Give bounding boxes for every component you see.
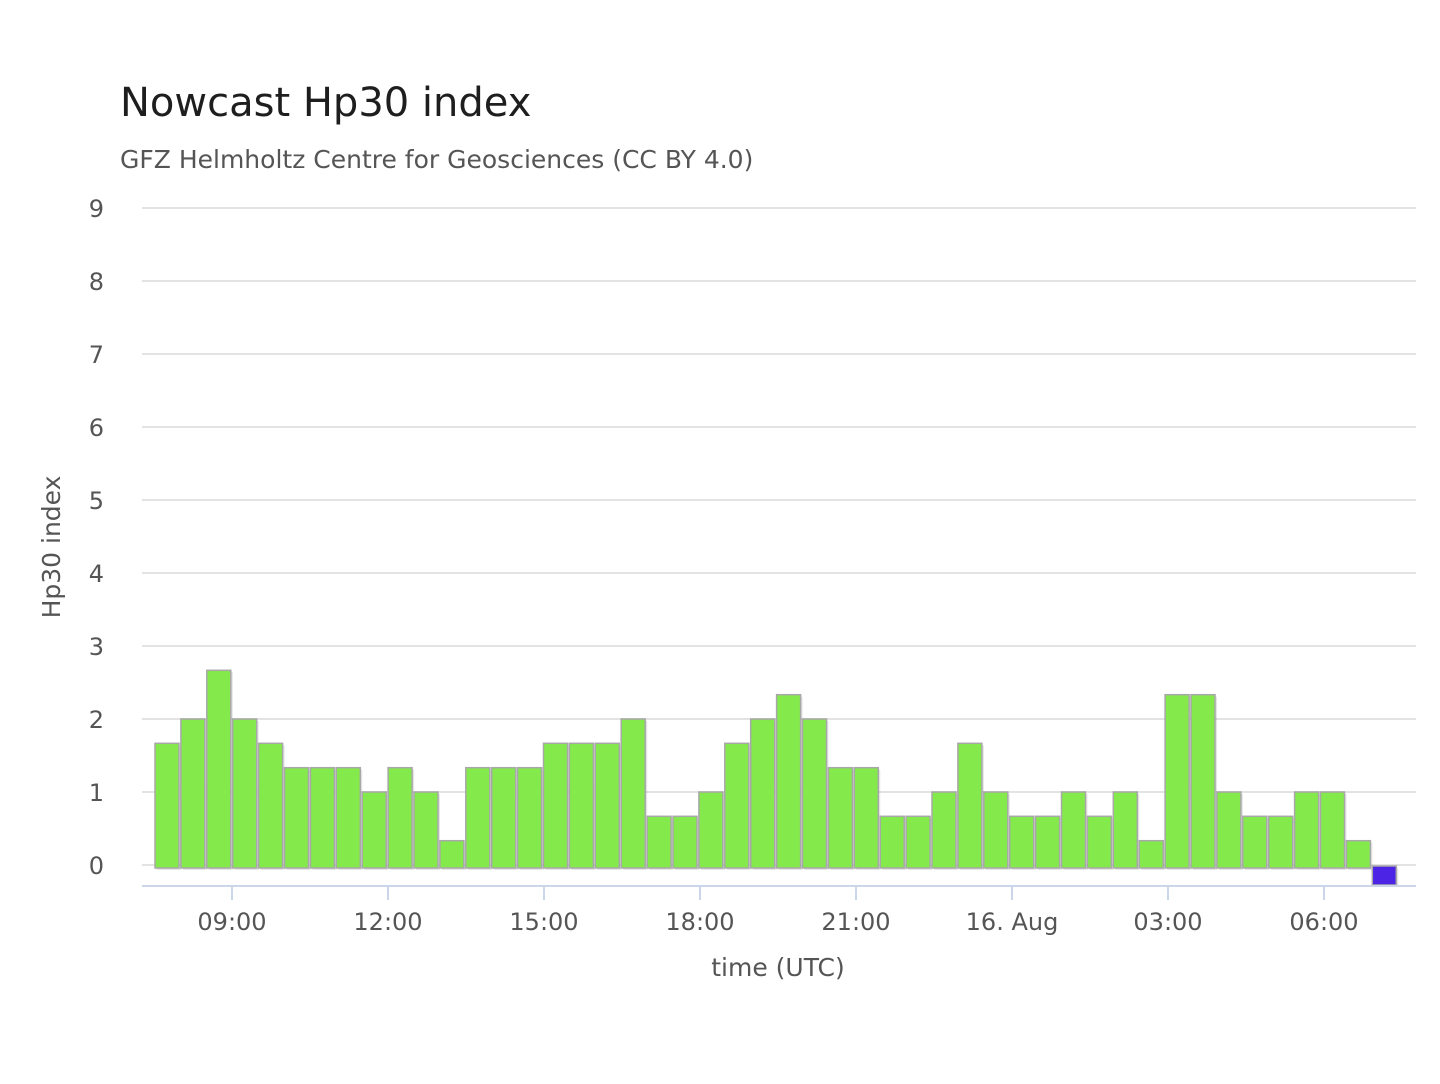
y-tick-label-1: 1 [89, 779, 104, 807]
bar-41 [1216, 791, 1242, 869]
bar-47 [1371, 865, 1398, 886]
bar-39 [1164, 693, 1190, 869]
x-tick-label-0: 09:00 [197, 908, 266, 936]
bar-23 [749, 718, 776, 869]
x-axis-title: time (UTC) [711, 953, 845, 982]
bar-5 [283, 766, 310, 869]
y-tick-label-0: 0 [89, 852, 104, 880]
bar-2 [206, 669, 232, 869]
bar-31 [957, 742, 983, 869]
y-axis-ticks: 0 1 2 3 4 5 6 7 8 9 [89, 195, 104, 880]
bar-24 [775, 693, 802, 869]
bar-22 [724, 742, 750, 869]
bar-29 [905, 815, 931, 869]
bar-16 [568, 742, 595, 869]
bar-18 [620, 718, 646, 869]
bar-12 [465, 766, 491, 869]
bar-40 [1190, 693, 1216, 869]
bar-33 [1008, 815, 1035, 869]
bar-3 [231, 718, 258, 869]
x-tick-label-2: 15:00 [509, 908, 578, 936]
bar-0 [154, 742, 180, 869]
chart-title: Nowcast Hp30 index [120, 80, 531, 126]
y-tick-label-8: 8 [89, 268, 104, 296]
x-tick-label-5: 16. Aug [966, 908, 1059, 936]
x-tick-label-4: 21:00 [821, 908, 890, 936]
bar-25 [801, 718, 828, 869]
y-axis-title: Hp30 index [37, 476, 66, 619]
bar-46 [1345, 839, 1372, 869]
y-tick-label-6: 6 [89, 414, 104, 442]
bars [154, 669, 1399, 887]
bar-36 [1086, 815, 1113, 869]
y-tick-label-9: 9 [89, 195, 104, 223]
bar-28 [879, 815, 905, 869]
bar-9 [387, 766, 413, 869]
bar-35 [1060, 791, 1087, 869]
bar-14 [516, 766, 543, 869]
bar-4 [257, 742, 284, 869]
bar-7 [335, 766, 362, 869]
bar-21 [698, 791, 724, 869]
chart-subtitle: GFZ Helmholtz Centre for Geosciences (CC… [120, 145, 753, 174]
y-tick-label-5: 5 [89, 487, 104, 515]
bar-13 [490, 766, 517, 869]
y-tick-label-4: 4 [89, 560, 104, 588]
x-tick-label-1: 12:00 [353, 908, 422, 936]
x-axis: 09:00 12:00 15:00 18:00 21:00 16. Aug 03:00 06:… [142, 885, 1416, 936]
y-tick-label-7: 7 [89, 341, 104, 369]
bar-42 [1242, 815, 1268, 869]
y-tick-label-3: 3 [89, 633, 104, 661]
bar-43 [1267, 815, 1294, 869]
x-tick-label-6: 03:00 [1133, 908, 1202, 936]
bar-10 [413, 791, 439, 869]
bar-30 [931, 791, 957, 869]
bar-15 [542, 742, 569, 869]
bar-8 [361, 791, 387, 869]
bar-26 [827, 766, 854, 869]
bar-45 [1319, 791, 1346, 869]
bar-27 [853, 766, 880, 869]
bar-37 [1112, 791, 1139, 869]
bar-1 [180, 718, 206, 869]
bar-38 [1138, 839, 1164, 869]
y-tick-label-2: 2 [89, 706, 104, 734]
bar-34 [1034, 815, 1061, 869]
bar-20 [672, 815, 698, 869]
bar-32 [983, 791, 1009, 869]
bar-44 [1293, 791, 1320, 869]
bar-17 [594, 742, 621, 869]
bar-6 [309, 766, 336, 869]
bar-11 [439, 839, 465, 869]
bar-19 [646, 815, 672, 869]
x-tick-label-7: 06:00 [1289, 908, 1358, 936]
x-tick-label-3: 18:00 [665, 908, 734, 936]
